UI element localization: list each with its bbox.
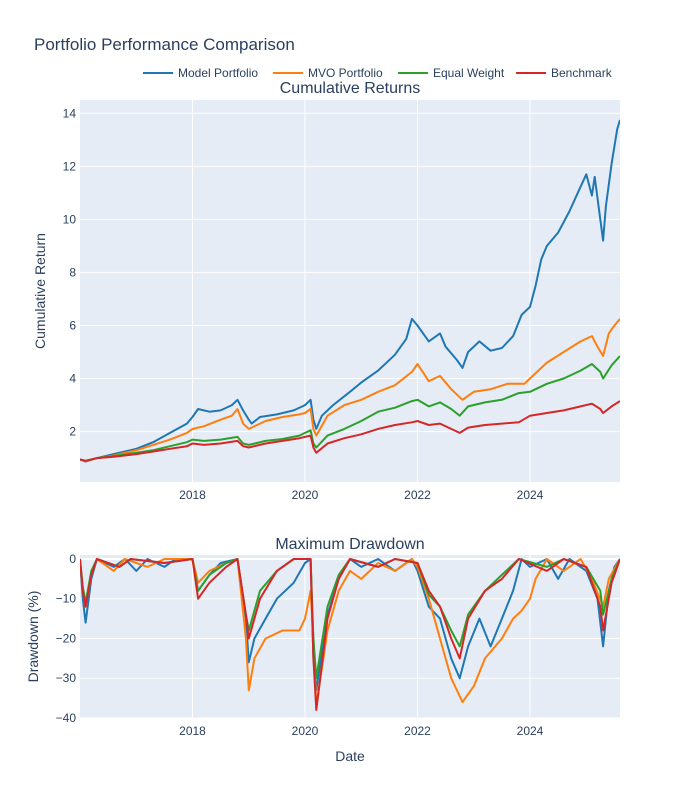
legend-label: Equal Weight xyxy=(433,66,505,80)
cumulative-returns-panel: 2 4 6 8 10 12 14 2018 2020 2022 2024 Cumulative Ret… xyxy=(32,80,620,502)
series-line-mvo-portfolio xyxy=(80,558,620,708)
x-tick-label: 2020 xyxy=(292,488,319,502)
subplot-title: Cumulative Returns xyxy=(280,80,421,97)
legend-item-1[interactable]: Model Portfolio xyxy=(143,66,258,80)
x-tick-label: 2022 xyxy=(404,488,431,502)
y-tick-label: 0 xyxy=(69,552,76,566)
series-line-equal-weight xyxy=(80,355,620,462)
legend-label: MVO Portfolio xyxy=(308,66,383,80)
legend[interactable]: Model Portfolio MVO Portfolio Equal Weight… xyxy=(143,66,613,80)
series-line-mvo-portfolio xyxy=(80,318,620,463)
legend-label: Benchmark xyxy=(551,66,613,80)
series-line-model-portfolio xyxy=(80,119,620,463)
x-axis-title: Date xyxy=(335,748,365,764)
series-line-benchmark xyxy=(80,400,620,462)
y-axis-title: Cumulative Return xyxy=(32,233,48,349)
x-tick-label: 2018 xyxy=(179,724,206,738)
subplot-title: Maximum Drawdown xyxy=(275,536,424,553)
figure-title: Portfolio Performance Comparison xyxy=(34,35,295,54)
y-tick-label: −20 xyxy=(56,631,77,645)
y-tick-label: 6 xyxy=(69,318,76,332)
legend-label: Model Portfolio xyxy=(178,66,258,80)
x-tick-label: 2020 xyxy=(292,724,319,738)
series-line-benchmark xyxy=(80,558,620,711)
x-tick-label: 2024 xyxy=(517,488,544,502)
y-tick-label: −10 xyxy=(56,592,77,606)
y-tick-label: 8 xyxy=(69,265,76,279)
plot-area xyxy=(80,100,620,482)
legend-item-2[interactable]: MVO Portfolio xyxy=(273,66,383,80)
y-tick-label: 2 xyxy=(69,425,76,439)
y-tick-label: −40 xyxy=(56,711,77,725)
legend-item-4[interactable]: Benchmark xyxy=(516,66,613,80)
legend-item-3[interactable]: Equal Weight xyxy=(398,66,505,80)
drawdown-panel: 0 −10 −20 −30 −40 2018 2020 2022 2024 Maximum Dra… xyxy=(25,536,620,738)
plot-area xyxy=(80,555,620,718)
x-tick-label: 2022 xyxy=(404,724,431,738)
y-tick-label: −30 xyxy=(56,671,77,685)
x-tick-label: 2018 xyxy=(179,488,206,502)
y-tick-label: 10 xyxy=(63,212,77,226)
x-tick-label: 2024 xyxy=(517,724,544,738)
y-tick-label: 12 xyxy=(63,159,77,173)
y-tick-label: 14 xyxy=(63,106,77,120)
y-tick-label: 4 xyxy=(69,372,76,386)
y-axis-title: Drawdown (%) xyxy=(25,591,41,683)
